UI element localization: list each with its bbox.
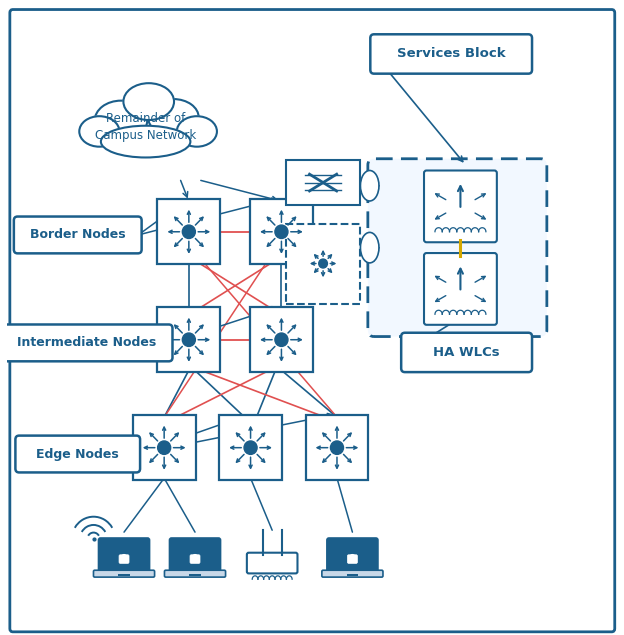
FancyBboxPatch shape	[94, 570, 155, 577]
FancyBboxPatch shape	[99, 538, 149, 573]
FancyBboxPatch shape	[157, 307, 220, 372]
Circle shape	[244, 441, 257, 455]
Text: Edge Nodes: Edge Nodes	[36, 448, 119, 460]
Circle shape	[331, 441, 343, 455]
Text: Remainder of
Campus Network: Remainder of Campus Network	[95, 112, 197, 142]
FancyBboxPatch shape	[190, 555, 200, 563]
Ellipse shape	[95, 100, 147, 140]
FancyBboxPatch shape	[424, 170, 497, 242]
FancyBboxPatch shape	[247, 552, 298, 573]
FancyBboxPatch shape	[250, 199, 313, 264]
FancyBboxPatch shape	[250, 307, 313, 372]
FancyBboxPatch shape	[286, 160, 361, 205]
FancyBboxPatch shape	[368, 159, 547, 337]
Text: Services Block: Services Block	[397, 48, 505, 60]
FancyBboxPatch shape	[157, 199, 220, 264]
FancyBboxPatch shape	[327, 538, 378, 573]
FancyBboxPatch shape	[133, 415, 196, 480]
Text: HA WLCs: HA WLCs	[433, 346, 500, 359]
Ellipse shape	[148, 99, 198, 136]
FancyBboxPatch shape	[348, 555, 358, 563]
Bar	[346, 574, 358, 576]
Circle shape	[275, 333, 288, 347]
Ellipse shape	[361, 170, 379, 201]
FancyBboxPatch shape	[322, 570, 383, 577]
Bar	[118, 574, 130, 576]
FancyBboxPatch shape	[219, 415, 282, 480]
FancyBboxPatch shape	[16, 436, 140, 472]
FancyBboxPatch shape	[119, 555, 129, 563]
Ellipse shape	[101, 126, 190, 157]
Ellipse shape	[177, 116, 217, 147]
Bar	[189, 574, 201, 576]
Ellipse shape	[361, 232, 379, 263]
FancyBboxPatch shape	[306, 415, 368, 480]
Circle shape	[319, 259, 328, 268]
FancyBboxPatch shape	[170, 538, 220, 573]
FancyBboxPatch shape	[1, 324, 172, 361]
Circle shape	[182, 333, 195, 347]
FancyBboxPatch shape	[301, 241, 344, 286]
FancyBboxPatch shape	[165, 570, 225, 577]
Ellipse shape	[79, 116, 119, 147]
Circle shape	[275, 225, 288, 239]
FancyBboxPatch shape	[10, 10, 615, 632]
FancyBboxPatch shape	[370, 34, 532, 74]
Ellipse shape	[124, 83, 174, 120]
FancyBboxPatch shape	[401, 333, 532, 372]
Circle shape	[158, 441, 171, 455]
Circle shape	[182, 225, 195, 239]
Text: Intermediate Nodes: Intermediate Nodes	[17, 337, 157, 349]
Text: Border Nodes: Border Nodes	[30, 229, 125, 241]
FancyBboxPatch shape	[424, 253, 497, 324]
FancyBboxPatch shape	[14, 217, 142, 253]
FancyBboxPatch shape	[286, 224, 361, 304]
